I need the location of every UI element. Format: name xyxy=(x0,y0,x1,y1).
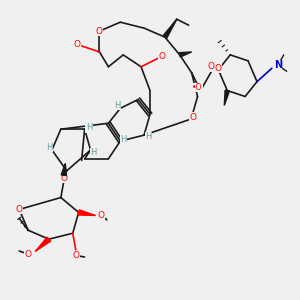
Polygon shape xyxy=(163,19,177,38)
Text: O: O xyxy=(98,211,104,220)
Text: O: O xyxy=(60,174,67,183)
Text: O: O xyxy=(190,113,196,122)
Polygon shape xyxy=(224,90,230,105)
Text: O: O xyxy=(25,250,32,259)
Text: H: H xyxy=(120,135,126,144)
Text: H: H xyxy=(145,132,152,141)
Text: O: O xyxy=(74,40,81,49)
Text: H: H xyxy=(86,123,92,132)
Text: O: O xyxy=(215,64,222,73)
Text: H: H xyxy=(90,148,97,158)
Polygon shape xyxy=(61,164,67,175)
Polygon shape xyxy=(78,210,95,215)
Text: O: O xyxy=(207,62,214,71)
Text: H: H xyxy=(46,142,52,152)
Polygon shape xyxy=(36,237,51,251)
Text: O: O xyxy=(96,27,103,36)
Text: O: O xyxy=(158,52,165,61)
Text: H: H xyxy=(114,101,121,110)
Polygon shape xyxy=(179,52,192,57)
Text: O: O xyxy=(16,205,23,214)
Text: •O: •O xyxy=(192,83,203,92)
Text: O: O xyxy=(72,251,79,260)
Text: N: N xyxy=(274,60,282,70)
